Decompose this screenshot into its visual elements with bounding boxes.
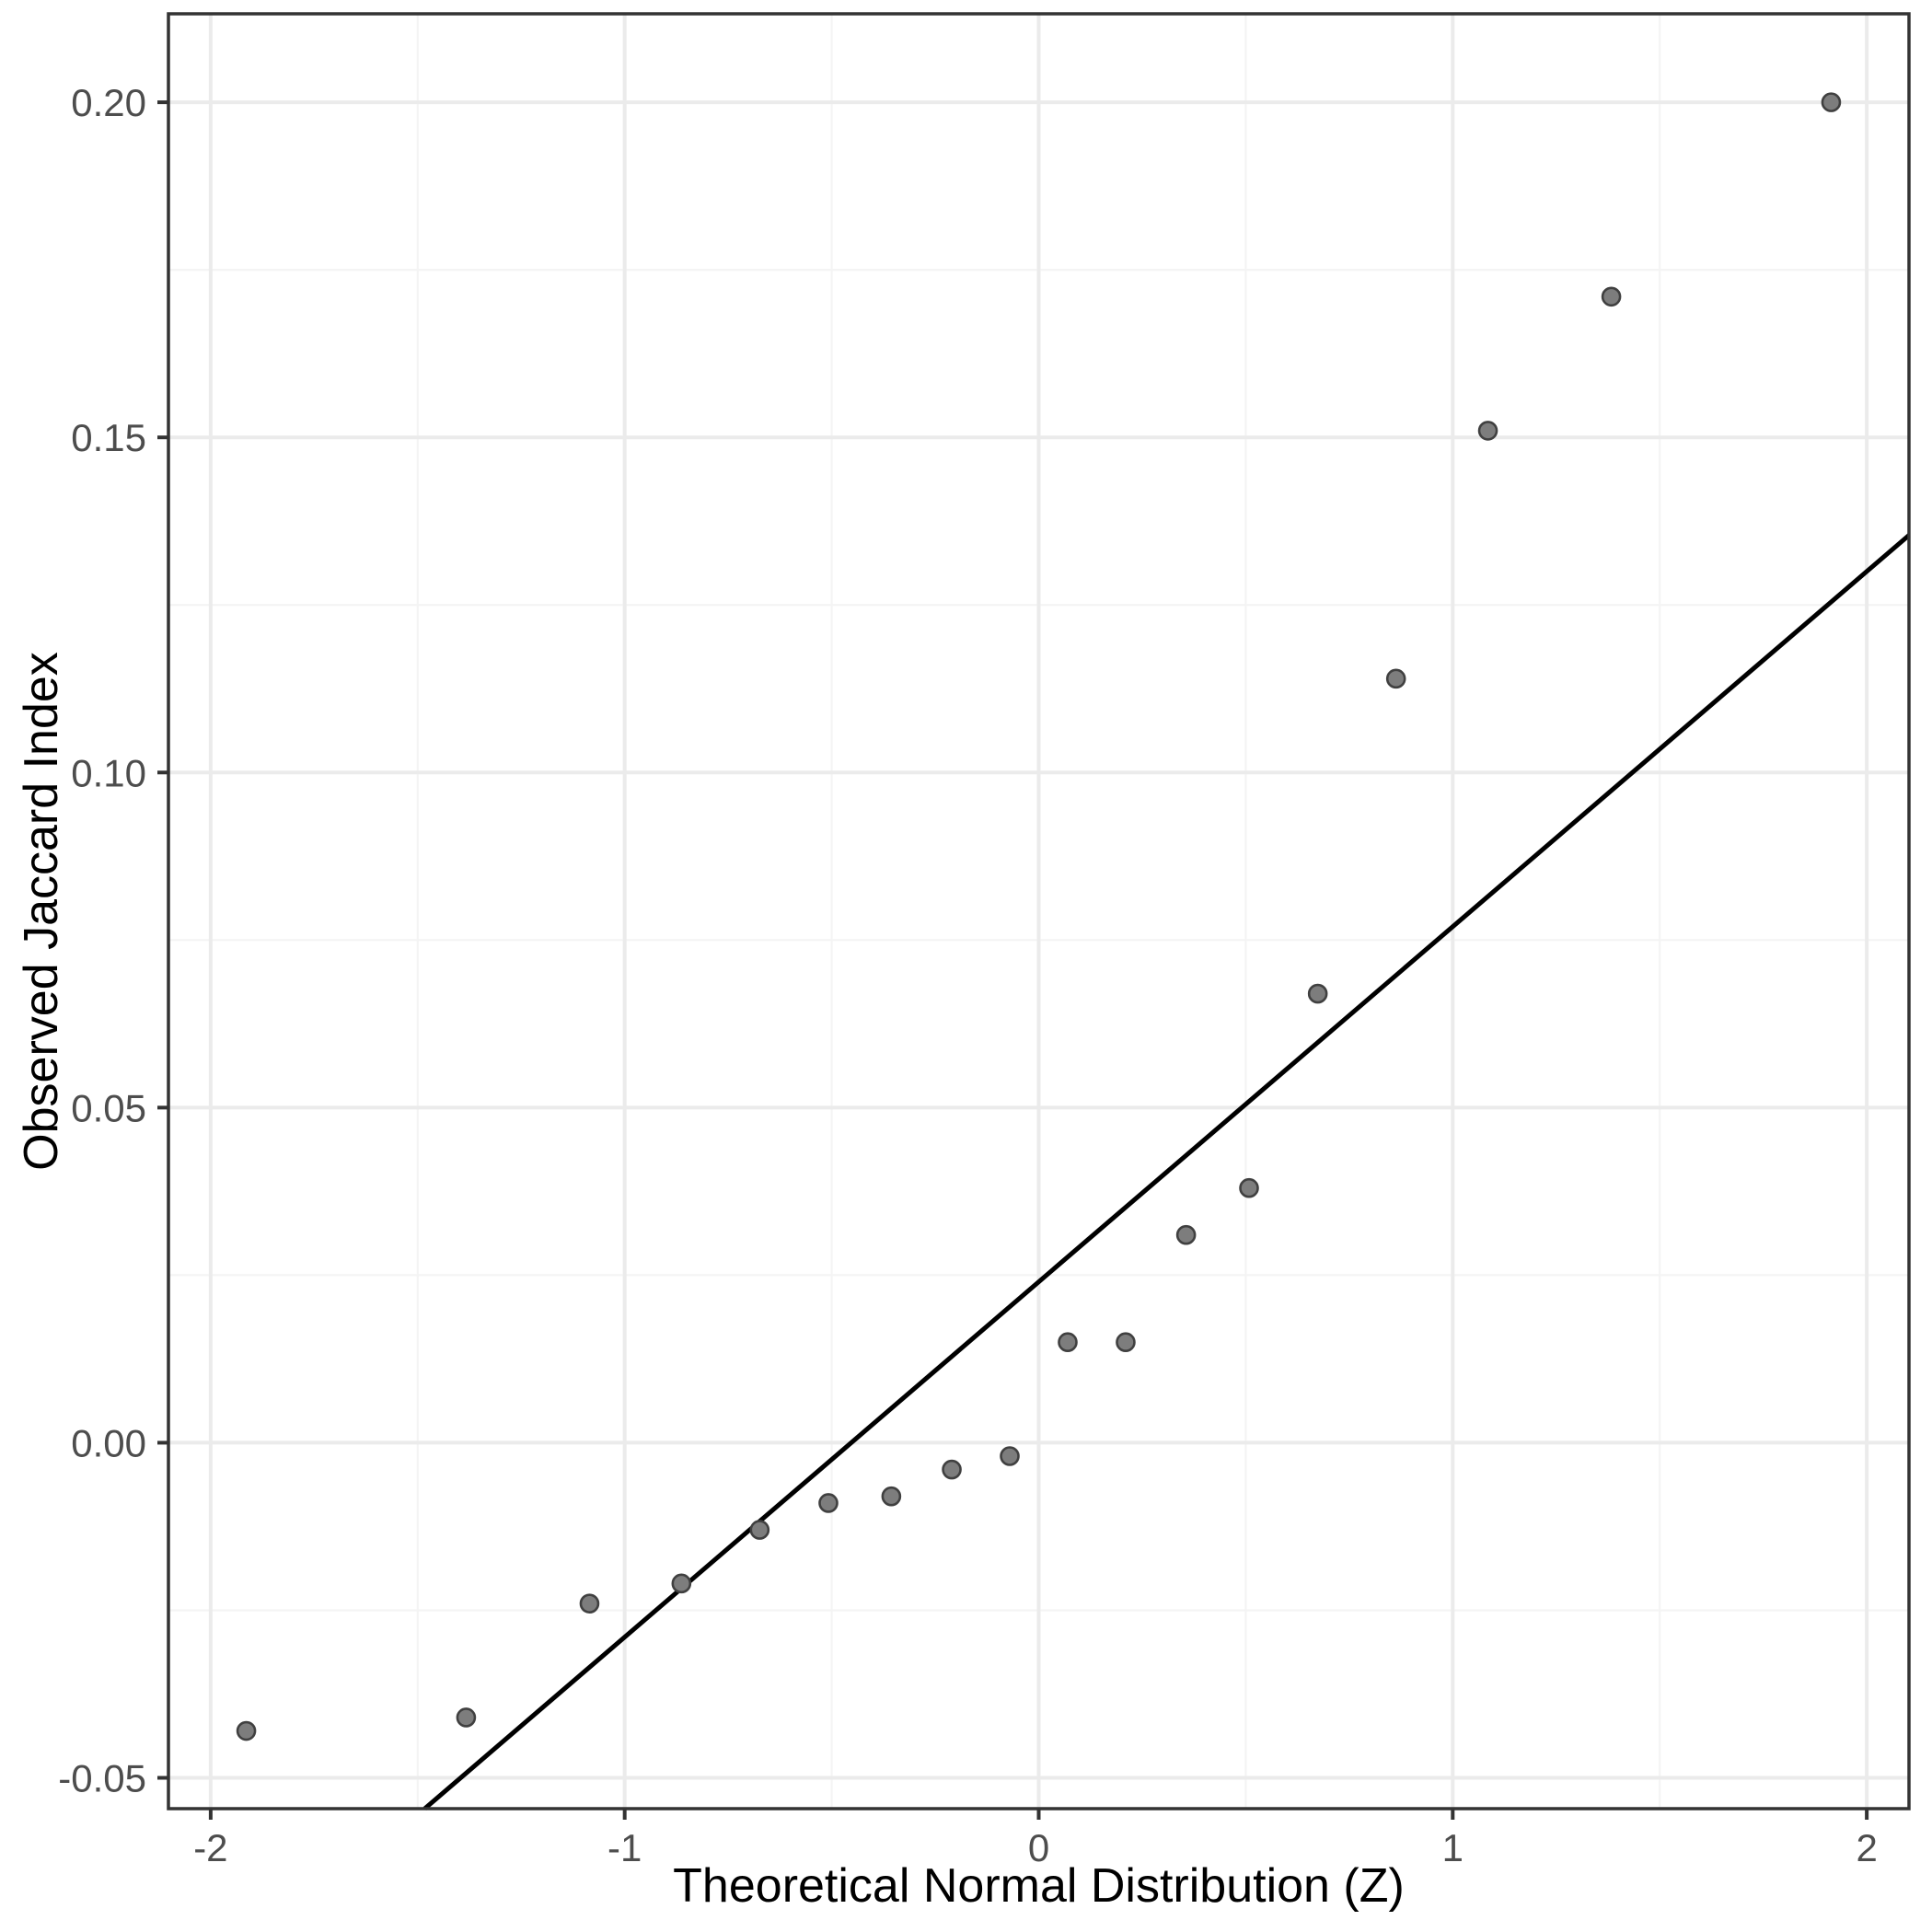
y-tick-label: 0.00 — [71, 1421, 146, 1464]
grid-major — [168, 14, 1909, 1809]
scatter-points — [236, 92, 1842, 1741]
data-point — [1821, 92, 1842, 112]
data-point — [671, 1573, 692, 1594]
x-tick-label: 1 — [1442, 1826, 1463, 1869]
data-point — [1477, 421, 1498, 441]
y-tick-label: 0.15 — [71, 416, 146, 459]
data-point — [749, 1520, 770, 1540]
data-point — [1385, 668, 1406, 689]
data-point — [881, 1486, 902, 1507]
y-tick-label: 0.10 — [71, 751, 146, 794]
x-tick-label: 2 — [1856, 1826, 1877, 1869]
y-tick-label: -0.05 — [58, 1757, 146, 1800]
data-point — [1601, 286, 1622, 307]
data-point — [1239, 1177, 1259, 1198]
x-axis-title: Theoretical Normal Distribution (Z) — [673, 1859, 1405, 1913]
data-point — [1116, 1332, 1136, 1353]
data-point — [579, 1593, 600, 1614]
x-tick-label: -1 — [607, 1826, 642, 1869]
x-tick-label: 0 — [1028, 1826, 1049, 1869]
y-tick-label: 0.05 — [71, 1086, 146, 1129]
data-point — [942, 1459, 962, 1480]
y-axis-title: Observed Jaccard Index — [15, 652, 68, 1171]
x-tick-label: -2 — [193, 1826, 227, 1869]
data-point — [1175, 1224, 1197, 1245]
qq-reference-line — [422, 533, 1911, 1811]
y-axis-ticks: 0.20 0.15 0.10 0.05 0.00 -0.05 — [58, 81, 168, 1800]
data-point — [1000, 1446, 1020, 1466]
data-point — [818, 1493, 839, 1513]
data-point — [456, 1707, 477, 1728]
x-axis-ticks: -2 -1 0 1 2 — [193, 1809, 1878, 1869]
y-tick-label: 0.20 — [71, 81, 146, 124]
data-point — [236, 1720, 257, 1741]
data-point — [1058, 1332, 1078, 1353]
data-point — [1307, 983, 1328, 1004]
